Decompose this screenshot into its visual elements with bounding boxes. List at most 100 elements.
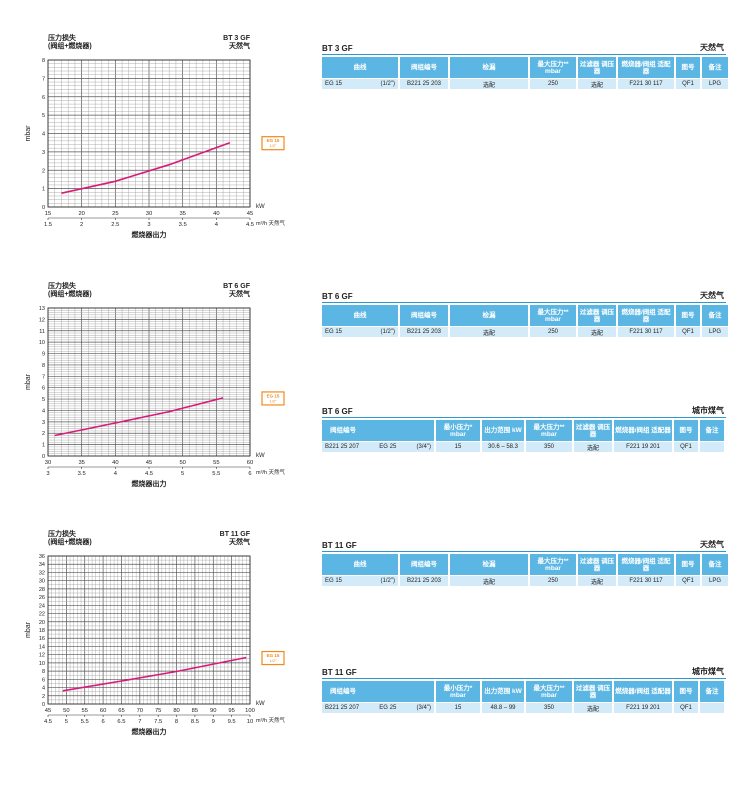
x-kw-tick-label: 45 (45, 708, 51, 714)
table-row: B221 25 207 EG 25 (3/4") 15 30.6 – 58.3 35… (322, 441, 724, 452)
cell-pmax: 250 (530, 575, 576, 586)
cell-adapter: F221 30 117 (618, 575, 674, 586)
table-header-bar: BT 3 GF 天然气 (322, 42, 726, 55)
cell-pmax: 250 (530, 78, 576, 89)
x-axis-label: 燃烧器出力 (131, 230, 167, 239)
col-curve: 曲线 (322, 55, 398, 78)
col-figure: 图号 (676, 55, 700, 78)
col-filter: 过滤器 调压器 (574, 679, 612, 702)
cell-note: LPG (702, 78, 728, 89)
x-m3h-unit-label: m³/h 天然气 (256, 716, 286, 724)
col-valve-code: 阀组编号 (322, 679, 434, 702)
spec-table-bt6-natural-gas: BT 6 GF 天然气 曲线 阀组编号 检漏 最大压力** mbar 过滤器 调… (322, 290, 728, 337)
y-tick-label: 6 (42, 677, 45, 683)
col-adapter: 燃烧器/阀组 适配器 (614, 418, 672, 441)
chart-title-line2: (阀组+燃烧器) (48, 289, 92, 298)
y-tick-label: 14 (39, 644, 45, 650)
y-tick-label: 12 (39, 653, 45, 659)
x-kw-unit-label: kW (256, 453, 265, 459)
spec-table-bt6-town-gas: BT 6 GF 城市煤气 阀组编号 最小压力* mbar 出力范围 kW 最大压… (322, 405, 726, 452)
x-kw-tick-label: 40 (112, 460, 118, 466)
x-m3h-tick-label: 4 (215, 222, 219, 228)
series-line-eg15 (54, 397, 224, 437)
x-m3h-tick-label: 10 (247, 719, 253, 725)
col-max-pressure: 最大压力** mbar (530, 303, 576, 326)
x-m3h-tick-label: 7.5 (154, 719, 162, 725)
col-note: 备注 (700, 679, 724, 702)
y-tick-label: 6 (42, 386, 45, 392)
cell-adapter: F221 30 117 (618, 78, 674, 89)
y-tick-label: 8 (42, 363, 45, 369)
col-filter: 过滤器 调压器 (578, 552, 616, 575)
x-kw-tick-label: 85 (192, 708, 198, 714)
y-tick-label: 6 (42, 95, 45, 101)
table-header-bar: BT 11 GF 天然气 (322, 539, 726, 552)
plot-frame (47, 307, 251, 457)
y-tick-label: 8 (42, 669, 45, 675)
col-leak-check: 检漏 (450, 552, 528, 575)
y-tick-label: 4 (42, 132, 45, 138)
x-kw-tick-label: 90 (210, 708, 216, 714)
y-tick-label: 5 (42, 113, 45, 119)
table-model: BT 11 GF (322, 541, 357, 550)
col-max-pressure: 最大压力** mbar (530, 55, 576, 78)
cell-filter: 选配 (574, 702, 612, 713)
col-min-pressure: 最小压力* mbar (436, 679, 480, 702)
x-kw-tick-label: 45 (247, 211, 253, 217)
y-tick-label: 3 (42, 150, 45, 156)
cell-pmin: 15 (436, 441, 480, 452)
x-kw-tick-label: 55 (82, 708, 88, 714)
y-tick-label: 30 (39, 579, 45, 585)
x-m3h-tick-label: 8.5 (191, 719, 199, 725)
x-kw-tick-label: 60 (100, 708, 106, 714)
spec-table-bt11-town-gas: BT 11 GF 城市煤气 阀组编号 最小压力* mbar 出力范围 kW 最大… (322, 666, 726, 713)
x-m3h-unit-label: m³/h 天然气 (256, 219, 286, 227)
table-gas-type: 天然气 (700, 43, 724, 52)
chart-title-line1: 压力损失 (48, 281, 77, 290)
x-m3h-tick-label: 6 (101, 719, 104, 725)
x-m3h-tick-label: 3.5 (179, 222, 187, 228)
chart-gas-label: 天然气 (229, 537, 250, 546)
cell-filter: 选配 (578, 326, 616, 337)
col-max-pressure: 最大压力** mbar (526, 418, 572, 441)
col-min-pressure: 最小压力* mbar (436, 418, 480, 441)
col-valve-code: 阀组编号 (400, 55, 448, 78)
x-kw-tick-label: 50 (63, 708, 69, 714)
plot-frame (47, 59, 251, 208)
x-axis-label: 燃烧器出力 (131, 727, 167, 736)
cell-note (700, 702, 724, 713)
y-tick-label: 22 (39, 612, 45, 618)
chart-title-line1: 压力损失 (48, 33, 77, 42)
col-note: 备注 (700, 418, 724, 441)
cell-valve: B221 25 203 (400, 575, 448, 586)
table-row: EG 15 (1/2") B221 25 203 选配 250 选配 F221 3… (322, 78, 728, 89)
legend-label-line1: EG 15 (267, 393, 280, 398)
col-valve-code: 阀组编号 (322, 418, 434, 441)
y-tick-label: 7 (42, 374, 45, 380)
x-m3h-tick-label: 2 (80, 222, 83, 228)
table-header-bar: BT 11 GF 城市煤气 (322, 666, 726, 679)
series-line-eg15 (61, 141, 231, 194)
y-tick-label: 26 (39, 595, 45, 601)
cell-leak: 选配 (450, 78, 528, 89)
cell-curve: EG 15 (1/2") (322, 575, 398, 586)
y-tick-label: 24 (39, 603, 45, 609)
y-tick-label: 13 (39, 306, 45, 312)
cell-valve: B221 25 203 (400, 326, 448, 337)
table-model: BT 11 GF (322, 668, 357, 677)
x-axis-label: 燃烧器出力 (131, 479, 167, 488)
col-valve-code: 阀组编号 (400, 303, 448, 326)
x-kw-tick-label: 55 (213, 460, 219, 466)
plot-frame (47, 555, 251, 705)
y-tick-label: 5 (42, 397, 45, 403)
x-kw-tick-label: 30 (146, 211, 152, 217)
y-tick-label: 10 (39, 340, 45, 346)
y-tick-label: 32 (39, 570, 45, 576)
col-adapter: 燃烧器/阀组 适配器 (618, 552, 674, 575)
y-tick-label: 4 (42, 408, 45, 414)
y-tick-label: 1 (42, 187, 45, 193)
cell-filter: 选配 (574, 441, 612, 452)
table-row: EG 15 (1/2") B221 25 203 选配 250 选配 F221 3… (322, 326, 728, 337)
col-figure: 图号 (676, 552, 700, 575)
